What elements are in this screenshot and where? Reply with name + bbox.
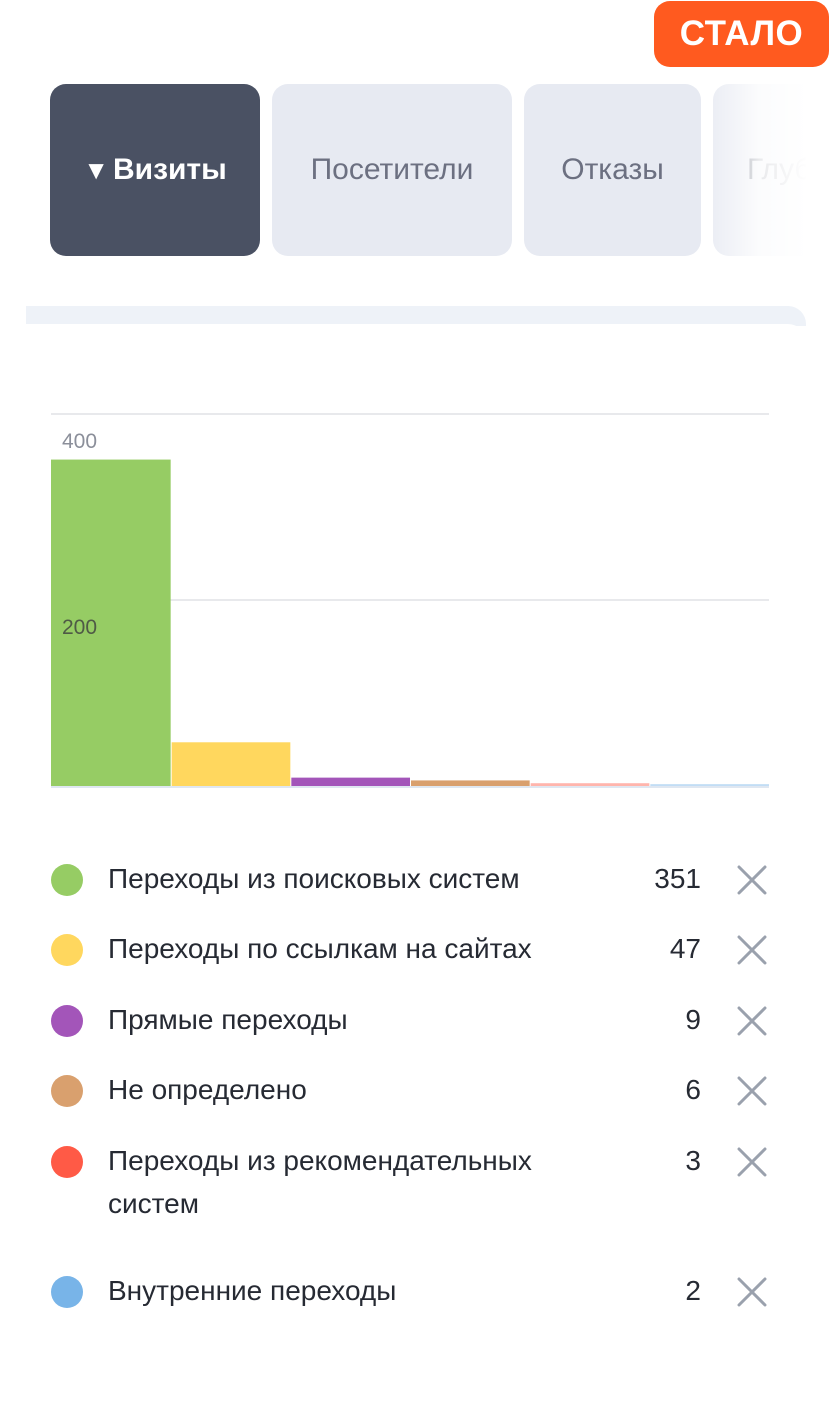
tab-bounces[interactable]: Отказы <box>524 84 701 256</box>
bar[interactable] <box>171 742 291 786</box>
panel-divider <box>26 306 806 326</box>
legend-value: 351 <box>654 863 701 894</box>
legend-label: Не определено <box>108 1074 307 1105</box>
legend-value: 47 <box>669 933 701 964</box>
tab-label: Посетители <box>310 153 474 186</box>
bar[interactable] <box>411 780 530 786</box>
tab-depth[interactable]: Глубина <box>713 84 806 256</box>
legend-color-dot <box>51 1075 83 1107</box>
legend-value: 9 <box>685 1004 701 1035</box>
tab-label: Глубина <box>747 153 806 186</box>
metric-tabs: ▼ Визиты Посетители Отказы Глубина <box>50 84 806 256</box>
close-icon[interactable] <box>734 932 770 968</box>
legend-color-dot <box>51 1005 83 1037</box>
tab-visits[interactable]: ▼ Визиты <box>50 84 260 256</box>
legend-label: Внутренние переходы <box>108 1275 397 1306</box>
bar[interactable] <box>51 459 171 786</box>
legend-label: Переходы по ссылкам на сайтах <box>108 933 532 964</box>
status-badge: СТАЛО <box>654 1 829 67</box>
close-icon[interactable] <box>734 1274 770 1310</box>
tab-label: Визиты <box>112 153 227 186</box>
bar-chart: 200 400 <box>51 413 769 788</box>
bar[interactable] <box>291 777 410 786</box>
close-icon[interactable] <box>734 1144 770 1180</box>
close-icon[interactable] <box>734 862 770 898</box>
legend-color-dot <box>51 1146 83 1178</box>
legend-value: 6 <box>685 1074 701 1105</box>
close-icon[interactable] <box>734 1073 770 1109</box>
close-icon[interactable] <box>734 1003 770 1039</box>
tab-visitors[interactable]: Посетители <box>272 84 512 256</box>
legend-value: 3 <box>685 1145 701 1176</box>
legend-color-dot <box>51 1276 83 1308</box>
y-tick-label: 400 <box>62 430 97 453</box>
y-tick-label: 200 <box>62 616 97 639</box>
bar[interactable] <box>650 784 769 786</box>
bar[interactable] <box>530 783 650 786</box>
legend-label: Переходы из поисковых систем <box>108 863 520 894</box>
tab-label: Отказы <box>561 153 664 186</box>
chart-panel <box>26 324 806 354</box>
legend-label: Переходы из рекомендательных систем <box>108 1145 532 1219</box>
legend-color-dot <box>51 934 83 966</box>
legend-color-dot <box>51 864 83 896</box>
triangle-down-icon: ▼ <box>83 154 109 185</box>
legend-value: 2 <box>685 1275 701 1306</box>
legend-label: Прямые переходы <box>108 1004 348 1035</box>
